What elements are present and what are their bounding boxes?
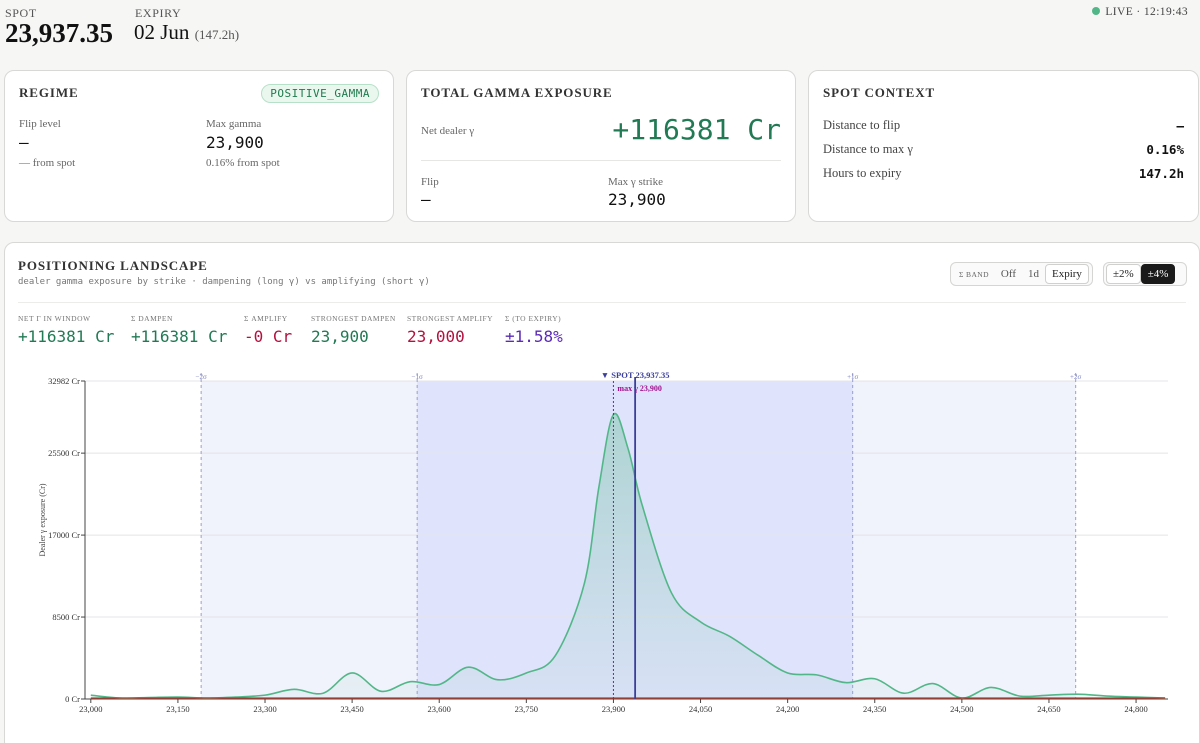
stat-strongest-dampen: STRONGEST DAMPEN 23,900	[311, 314, 396, 346]
context-title: SPOT CONTEXT	[823, 85, 936, 100]
stat-dampen: Σ DAMPEN +116381 Cr	[131, 314, 227, 346]
stat-net-gamma-label: NET Γ IN WINDOW	[18, 314, 91, 323]
max-gamma-marker-label: max γ 23,900	[617, 384, 661, 393]
expiry-label: EXPIRY	[135, 6, 182, 20]
dampen-series-line	[90, 412, 1166, 699]
flip-level-value: —	[19, 133, 29, 152]
flip-level-sub: — from spot	[19, 157, 76, 169]
x-tick-label: 23,000	[79, 704, 102, 714]
spot-marker-label: ▼ SPOT 23,937.35	[601, 370, 670, 380]
range-toggle: ±2% ±4%	[1103, 262, 1187, 286]
x-tick-label: 24,200	[776, 704, 799, 714]
x-tick-label: 23,300	[253, 704, 276, 714]
stat-dampen-label: Σ DAMPEN	[131, 314, 173, 323]
context-flip-label: Distance to flip	[823, 118, 901, 132]
dampen-area	[90, 413, 1166, 699]
stat-sigma-expiry-label: Σ (TO EXPIRY)	[505, 314, 562, 323]
gex-flip-label: Flip	[421, 176, 439, 188]
landscape-subtitle: dealer gamma exposure by strike · dampen…	[18, 277, 430, 287]
expiry-date: 02 Jun	[134, 20, 190, 44]
context-maxg-label: Distance to max γ	[823, 142, 913, 156]
x-tick-label: 24,350	[863, 704, 886, 714]
y-axis-label: Dealer γ exposure (Cr)	[38, 483, 47, 556]
x-tick-label: 23,750	[515, 704, 538, 714]
context-row-flip: Distance to flip —	[823, 118, 1184, 133]
total-gamma-card: TOTAL GAMMA EXPOSURE Net dealer γ +11638…	[406, 70, 796, 222]
spot-value: 23,937.35	[5, 18, 113, 48]
range-option-2pct[interactable]: ±2%	[1106, 264, 1141, 284]
max-gamma-sub: 0.16% from spot	[206, 157, 280, 169]
top-header: SPOT 23,937.35 EXPIRY 02 Jun (147.2h) LI…	[0, 0, 1200, 60]
stat-sigma-expiry: Σ (TO EXPIRY) ±1.58%	[505, 314, 563, 346]
spot-context-card: SPOT CONTEXT Distance to flip — Distance…	[808, 70, 1199, 222]
sigma-label: −1σ	[412, 373, 423, 381]
stat-amplify-value: -0 Cr	[244, 327, 293, 346]
regime-card: REGIME POSITIVE_GAMMA Flip level — — fro…	[4, 70, 394, 222]
gex-title: TOTAL GAMMA EXPOSURE	[421, 85, 613, 100]
y-tick-label: 25500 Cr	[48, 448, 80, 458]
stat-strongest-amplify-value: 23,000	[407, 327, 465, 346]
stat-amplify: Σ AMPLIFY -0 Cr	[244, 314, 292, 346]
expiry-value: 02 Jun (147.2h)	[134, 20, 239, 45]
stat-dampen-value: +116381 Cr	[131, 327, 228, 346]
x-tick-label: 24,050	[689, 704, 712, 714]
max-gamma-label: Max gamma	[206, 118, 262, 130]
landscape-divider	[18, 302, 1186, 303]
stat-amplify-label: Σ AMPLIFY	[244, 314, 288, 323]
live-status: LIVE · 12:19:43	[1092, 6, 1188, 18]
x-tick-label: 24,800	[1124, 704, 1147, 714]
sigma-label: +2σ	[1070, 373, 1081, 381]
range-option-4pct[interactable]: ±4%	[1140, 264, 1176, 284]
x-tick-label: 24,500	[950, 704, 973, 714]
max-gamma-value: 23,900	[206, 133, 264, 152]
stat-strongest-amplify: STRONGEST AMPLIFY 23,000	[407, 314, 493, 346]
band-option-off[interactable]: Off	[1000, 268, 1016, 280]
stat-sigma-expiry-value: ±1.58%	[505, 327, 563, 346]
regime-title: REGIME	[19, 85, 79, 100]
sigma-band-toggle: Σ BAND Off 1d Expiry	[950, 262, 1093, 286]
landscape-title: POSITIONING LANDSCAPE	[18, 258, 208, 273]
max-strike-value: 23,900	[608, 190, 666, 209]
context-row-maxg: Distance to max γ 0.16%	[823, 142, 1184, 157]
context-maxg-value: 0.16%	[1146, 142, 1184, 157]
sigma-label: +1σ	[847, 373, 858, 381]
x-tick-label: 23,150	[166, 704, 189, 714]
sigma-label: −2σ	[196, 373, 207, 381]
live-dot-icon	[1092, 7, 1101, 15]
stat-strongest-dampen-value: 23,900	[311, 327, 369, 346]
stat-net-gamma-value: +116381 Cr	[18, 327, 115, 346]
sigma-band-label: Σ BAND	[959, 269, 989, 279]
gex-flip-value: —	[421, 190, 431, 209]
y-tick-label: 8500 Cr	[52, 612, 80, 622]
net-dealer-value: +116381 Cr	[612, 113, 781, 146]
x-tick-label: 23,900	[602, 704, 625, 714]
x-tick-label: 24,650	[1037, 704, 1060, 714]
max-strike-label: Max γ strike	[608, 176, 663, 188]
expiry-hours: (147.2h)	[194, 27, 240, 42]
live-text: LIVE · 12:19:43	[1105, 6, 1188, 18]
regime-badge: POSITIVE_GAMMA	[261, 84, 379, 103]
stat-strongest-dampen-label: STRONGEST DAMPEN	[311, 314, 396, 323]
context-row-hours: Hours to expiry 147.2h	[823, 166, 1184, 181]
context-hours-label: Hours to expiry	[823, 166, 902, 180]
context-flip-value: —	[1176, 118, 1184, 133]
stat-net-gamma: NET Γ IN WINDOW +116381 Cr	[18, 314, 114, 346]
y-tick-label: 17000 Cr	[48, 530, 80, 540]
x-tick-label: 23,450	[340, 704, 363, 714]
flip-level-label: Flip level	[19, 118, 61, 130]
y-tick-label: 32982 Cr	[48, 376, 80, 386]
y-tick-label: 0 Cr	[65, 694, 80, 704]
band-option-expiry[interactable]: Expiry	[1044, 264, 1089, 284]
net-dealer-label: Net dealer γ	[421, 125, 475, 137]
gex-divider	[421, 160, 781, 161]
x-tick-label: 23,600	[428, 704, 451, 714]
spot-label: SPOT	[5, 6, 37, 20]
stat-strongest-amplify-label: STRONGEST AMPLIFY	[407, 314, 494, 323]
context-hours-value: 147.2h	[1138, 166, 1184, 181]
band-option-1d[interactable]: 1d	[1027, 268, 1039, 280]
